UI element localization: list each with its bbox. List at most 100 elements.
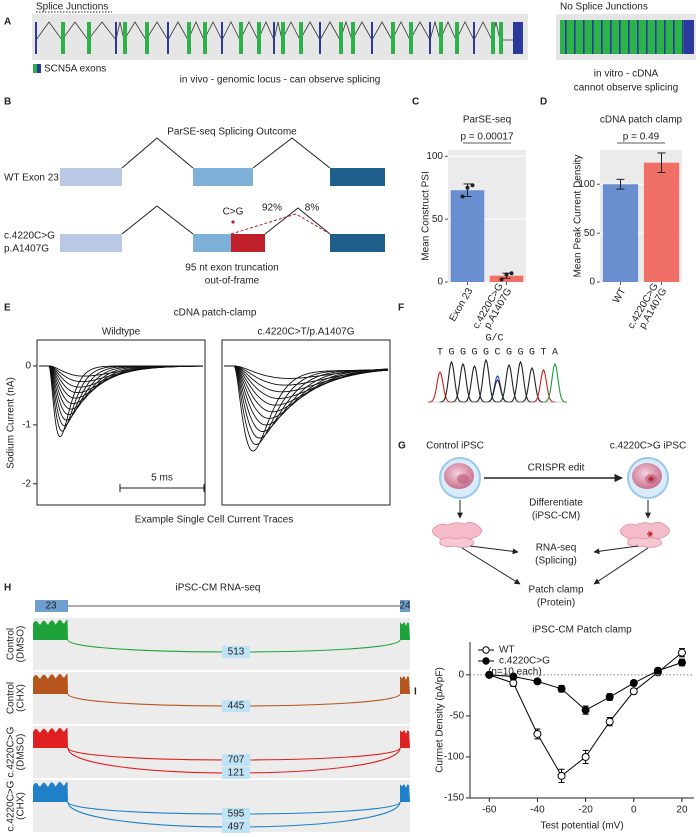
data-point: [465, 185, 470, 190]
panel-label: H: [4, 583, 11, 594]
data-point: [499, 277, 504, 282]
junction-count-box: [222, 700, 250, 712]
data-point: [509, 271, 514, 276]
arrow: [461, 547, 521, 585]
junction-count: 445: [228, 701, 245, 712]
chromatogram-peak: [451, 362, 475, 403]
track-label: Control: [6, 682, 17, 714]
coverage: [400, 730, 410, 748]
cdna-exon-edge: [610, 20, 612, 54]
track-bg: [33, 618, 410, 670]
y-axis-label: Currnet Density (pA/pF): [435, 667, 446, 773]
base-call: G: [529, 348, 535, 359]
trace-panel-title: Wildtype: [102, 327, 141, 338]
exon: [203, 22, 207, 54]
ipsc-nucleus: [457, 474, 469, 484]
track-bg: [33, 726, 410, 778]
chart-title: cDNA patch clamp: [600, 115, 683, 126]
chromatogram-peak: [508, 360, 533, 403]
p-value: p = 0.49: [623, 132, 660, 143]
data-point: [470, 183, 475, 188]
data-point: [677, 658, 686, 667]
trace-box: [221, 339, 391, 506]
junction-count: 497: [228, 822, 245, 833]
panel-label: B: [4, 97, 11, 108]
exon-label: 24: [399, 601, 411, 612]
mut-label: p.A1407G: [4, 244, 49, 255]
y-axis-label: Mean Construct PSI: [421, 171, 432, 260]
x-tick-label: -60: [482, 805, 497, 816]
panel-label: G: [398, 441, 406, 452]
cdna-exon-edge: [655, 20, 657, 54]
track-label: c.4220C>G: [6, 726, 17, 777]
x-tick-label: -40: [530, 805, 545, 816]
exon-24: [400, 600, 410, 612]
bar: [450, 190, 485, 282]
cdna-exon-edge: [583, 20, 585, 54]
panel-label: F: [398, 303, 404, 314]
chart-title: iPSC-CM Patch clamp: [532, 625, 632, 636]
panel-label: E: [4, 303, 11, 314]
exon: [281, 22, 285, 54]
trace-box: [36, 339, 206, 506]
base-call: G: [471, 348, 477, 359]
coverage: [400, 784, 410, 802]
junction-count: 595: [228, 809, 245, 820]
panel-label: D: [540, 97, 547, 108]
coverage: [33, 673, 68, 694]
chromatogram-peak: [543, 362, 567, 403]
data-point: [509, 672, 518, 681]
current-trace: [223, 365, 388, 426]
junction-count: 121: [228, 768, 245, 779]
y-tick-label: -1: [22, 419, 31, 430]
chromatogram-peak: [473, 358, 499, 403]
data-point: [605, 717, 614, 726]
exon: [257, 22, 261, 54]
exon: [473, 22, 475, 54]
exon: [35, 22, 37, 54]
cdna-exon-edge: [682, 20, 684, 54]
y-tick-label: -2: [22, 478, 31, 489]
no-junctions-label: No Splice Junctions: [560, 2, 648, 13]
junction-count-box: [222, 754, 250, 766]
x-tick-label: 20: [676, 805, 688, 816]
chromatogram-peak: [531, 368, 556, 403]
exon: [61, 22, 65, 54]
data-point: [605, 693, 614, 702]
panel-label: A: [4, 17, 11, 28]
base-call: G: [517, 348, 523, 359]
data-point: [460, 194, 465, 199]
track-label: Control: [6, 628, 17, 660]
e-caption: Example Single Cell Current Traces: [135, 515, 293, 526]
data-point: [629, 687, 638, 696]
coverage: [400, 622, 410, 640]
cdna-exon-edge: [664, 20, 666, 54]
wt-label: WT Exon 23: [4, 173, 59, 184]
track-label: (CHX): [16, 792, 27, 820]
data-point: [533, 729, 542, 738]
exon: [455, 22, 459, 54]
cardiomyocyte: [439, 537, 474, 548]
step-label: (Splicing): [535, 556, 577, 567]
y-tick-label: 100: [426, 151, 443, 162]
coverage: [33, 619, 68, 640]
cdna-exon-edge: [592, 20, 594, 54]
cardiomyocyte: [620, 522, 670, 541]
exon: [319, 22, 321, 54]
data-point: [509, 679, 518, 688]
scale-label: 5 ms: [151, 473, 173, 484]
current-trace: [223, 365, 389, 419]
step-label: CRISPR edit: [528, 463, 585, 474]
base-call: T: [437, 348, 443, 359]
cell-label: c.4220C>G iPSC: [610, 441, 686, 452]
track-label: (DMSO): [16, 626, 27, 663]
legend-green: [33, 64, 37, 73]
legend-note: (n=10 each): [488, 667, 542, 678]
exon: [115, 22, 117, 54]
y-tick-label: 50: [432, 214, 444, 225]
exon: [499, 22, 503, 54]
data-point: [653, 666, 662, 675]
exon-23-kept: [193, 234, 231, 252]
exon-22: [60, 168, 122, 186]
